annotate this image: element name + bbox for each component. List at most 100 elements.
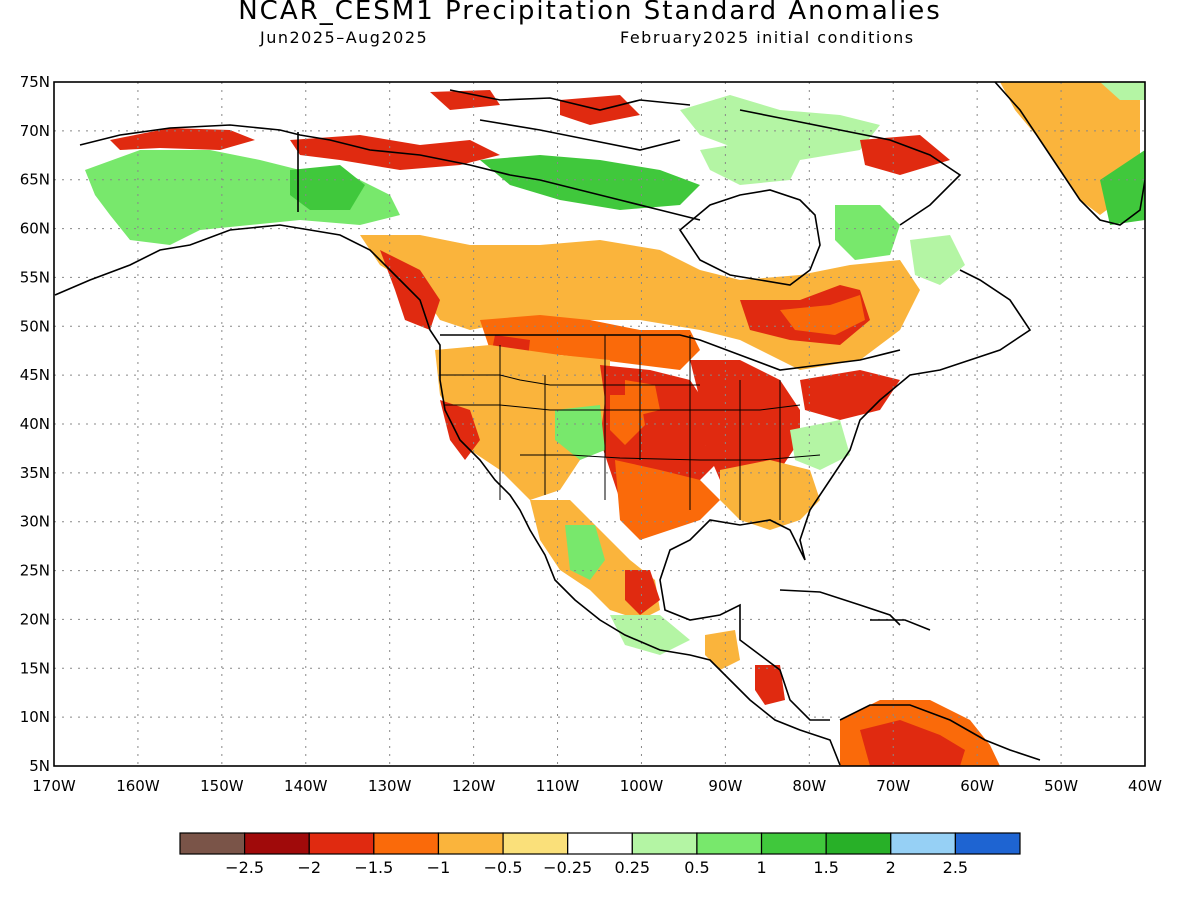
colorbar-swatch [244,832,310,855]
lon-label: 50W [1044,777,1078,795]
lon-label: 70W [876,777,910,795]
colorbar-label: 0.25 [614,858,650,877]
lon-label: 150W [200,777,244,795]
nicaragua-dry [755,665,785,705]
arctic-dry-1 [430,90,500,110]
valid-period: Jun2025–Aug2025 [260,28,429,47]
alaska-coast [54,224,841,766]
lat-label: 35N [20,464,50,482]
colorbar-label: −1.5 [354,858,393,877]
state-borders [440,335,821,520]
midwest-dry [690,360,800,490]
lat-label: 30N [20,513,50,531]
us-canada-border [440,334,901,371]
colorbar-label: 2.5 [943,858,968,877]
labrador-wet [910,235,965,285]
lon-label: 100W [620,777,664,795]
colorbar-swatch [890,832,956,855]
lat-label: 75N [20,73,50,91]
lon-label: 160W [116,777,160,795]
colorbar-swatch [179,832,246,855]
california-dry [440,400,480,460]
baffin-coast [739,109,962,226]
lat-label: 25N [20,562,50,580]
lat-label: 50N [20,317,50,335]
colorbar-label: −2.5 [225,858,264,877]
southwest-wet-core [565,412,598,448]
colorbar-label: 2 [886,858,896,877]
lat-label: 20N [20,610,50,628]
venezuela-coast [839,704,1041,761]
cuba [779,589,901,626]
lat-label: 60N [20,220,50,238]
north-slope-dry [110,128,255,150]
kansas-dry [625,380,660,415]
latitude-labels: 75N 70N 65N 60N 55N 50N 45N 40N 35N 30N 25N 20N 15N 1… [20,73,50,775]
arctic-islands-wet [680,95,880,160]
lat-label: 45N [20,366,50,384]
lon-label: 170W [32,777,76,795]
colorbar-swatch [437,832,504,855]
mexico-wet-2 [610,615,690,655]
lon-label: 90W [708,777,742,795]
colorbar-swatch [567,832,633,855]
longitude-labels: 170W 160W 150W 140W 130W 120W 110W 100W 90W 80W 70… [32,777,1162,795]
colorbar-swatch [502,832,569,855]
greenland-wet [1100,82,1145,100]
colorbar-swatch [373,832,440,855]
colorbar-label: −1 [427,858,451,877]
coastlines [54,82,1145,766]
lon-label: 110W [536,777,580,795]
arctic-islands-2 [479,119,681,151]
hudson-bay [678,189,821,286]
greenland-coast [994,82,1145,226]
alaska-wet-core [120,168,185,205]
chart-title: NCAR_CESM1 Precipitation Standard Anomal… [238,0,942,26]
colorbar-swatch [760,832,827,855]
southeast-dry [720,460,820,530]
colorbar-label: 1 [756,858,766,877]
initial-conditions: February2025 initial conditions [620,28,915,47]
colorbar-label: −2 [297,858,321,877]
southern-plains-dry [615,460,720,540]
ontario-dry-core [780,295,865,335]
venezuela-dry-core [860,720,965,766]
colorbar-labels: −2.5 −2 −1.5 −1 −0.5 −0.25 0.25 0.5 1 1.5 2 2.5 [225,858,968,877]
northern-canada-wet [480,155,700,210]
lon-label: 120W [452,777,496,795]
lat-label: 55N [20,268,50,286]
arctic-dry-3 [860,135,950,175]
arctic-islands-1 [449,89,691,111]
map-gridlines [54,82,1145,766]
colorbar-label: −0.25 [543,858,592,877]
map-frame [53,81,1146,767]
quebec-wet [835,205,900,260]
lat-label: 5N [29,757,50,775]
colorbar-label: 1.5 [813,858,838,877]
lat-label: 10N [20,708,50,726]
lon-label: 140W [284,777,328,795]
mexico-dry-south [625,570,660,615]
lat-label: 70N [20,122,50,140]
colorbar-label: −0.5 [484,858,523,877]
northeast-dry [800,370,900,420]
lon-label: 80W [792,777,826,795]
colorbar [179,832,1021,855]
central-america-dry [705,630,740,670]
baffin-wet [700,140,800,185]
east-coast [659,269,1032,721]
alaska-north-coast [79,124,701,221]
yukon-wet [290,165,365,210]
colorbar-label: 0.5 [684,858,709,877]
lat-label: 65N [20,171,50,189]
lon-label: 60W [960,777,994,795]
colorbar-swatch [696,832,763,855]
colorbar-swatch [954,832,1021,855]
hispaniola [870,619,931,631]
west-dry [435,345,610,500]
greenland-wet-2 [1100,150,1145,225]
southeast-wet [790,420,850,470]
colorbar-swatch [825,832,892,855]
colorbar-swatch [308,832,375,855]
